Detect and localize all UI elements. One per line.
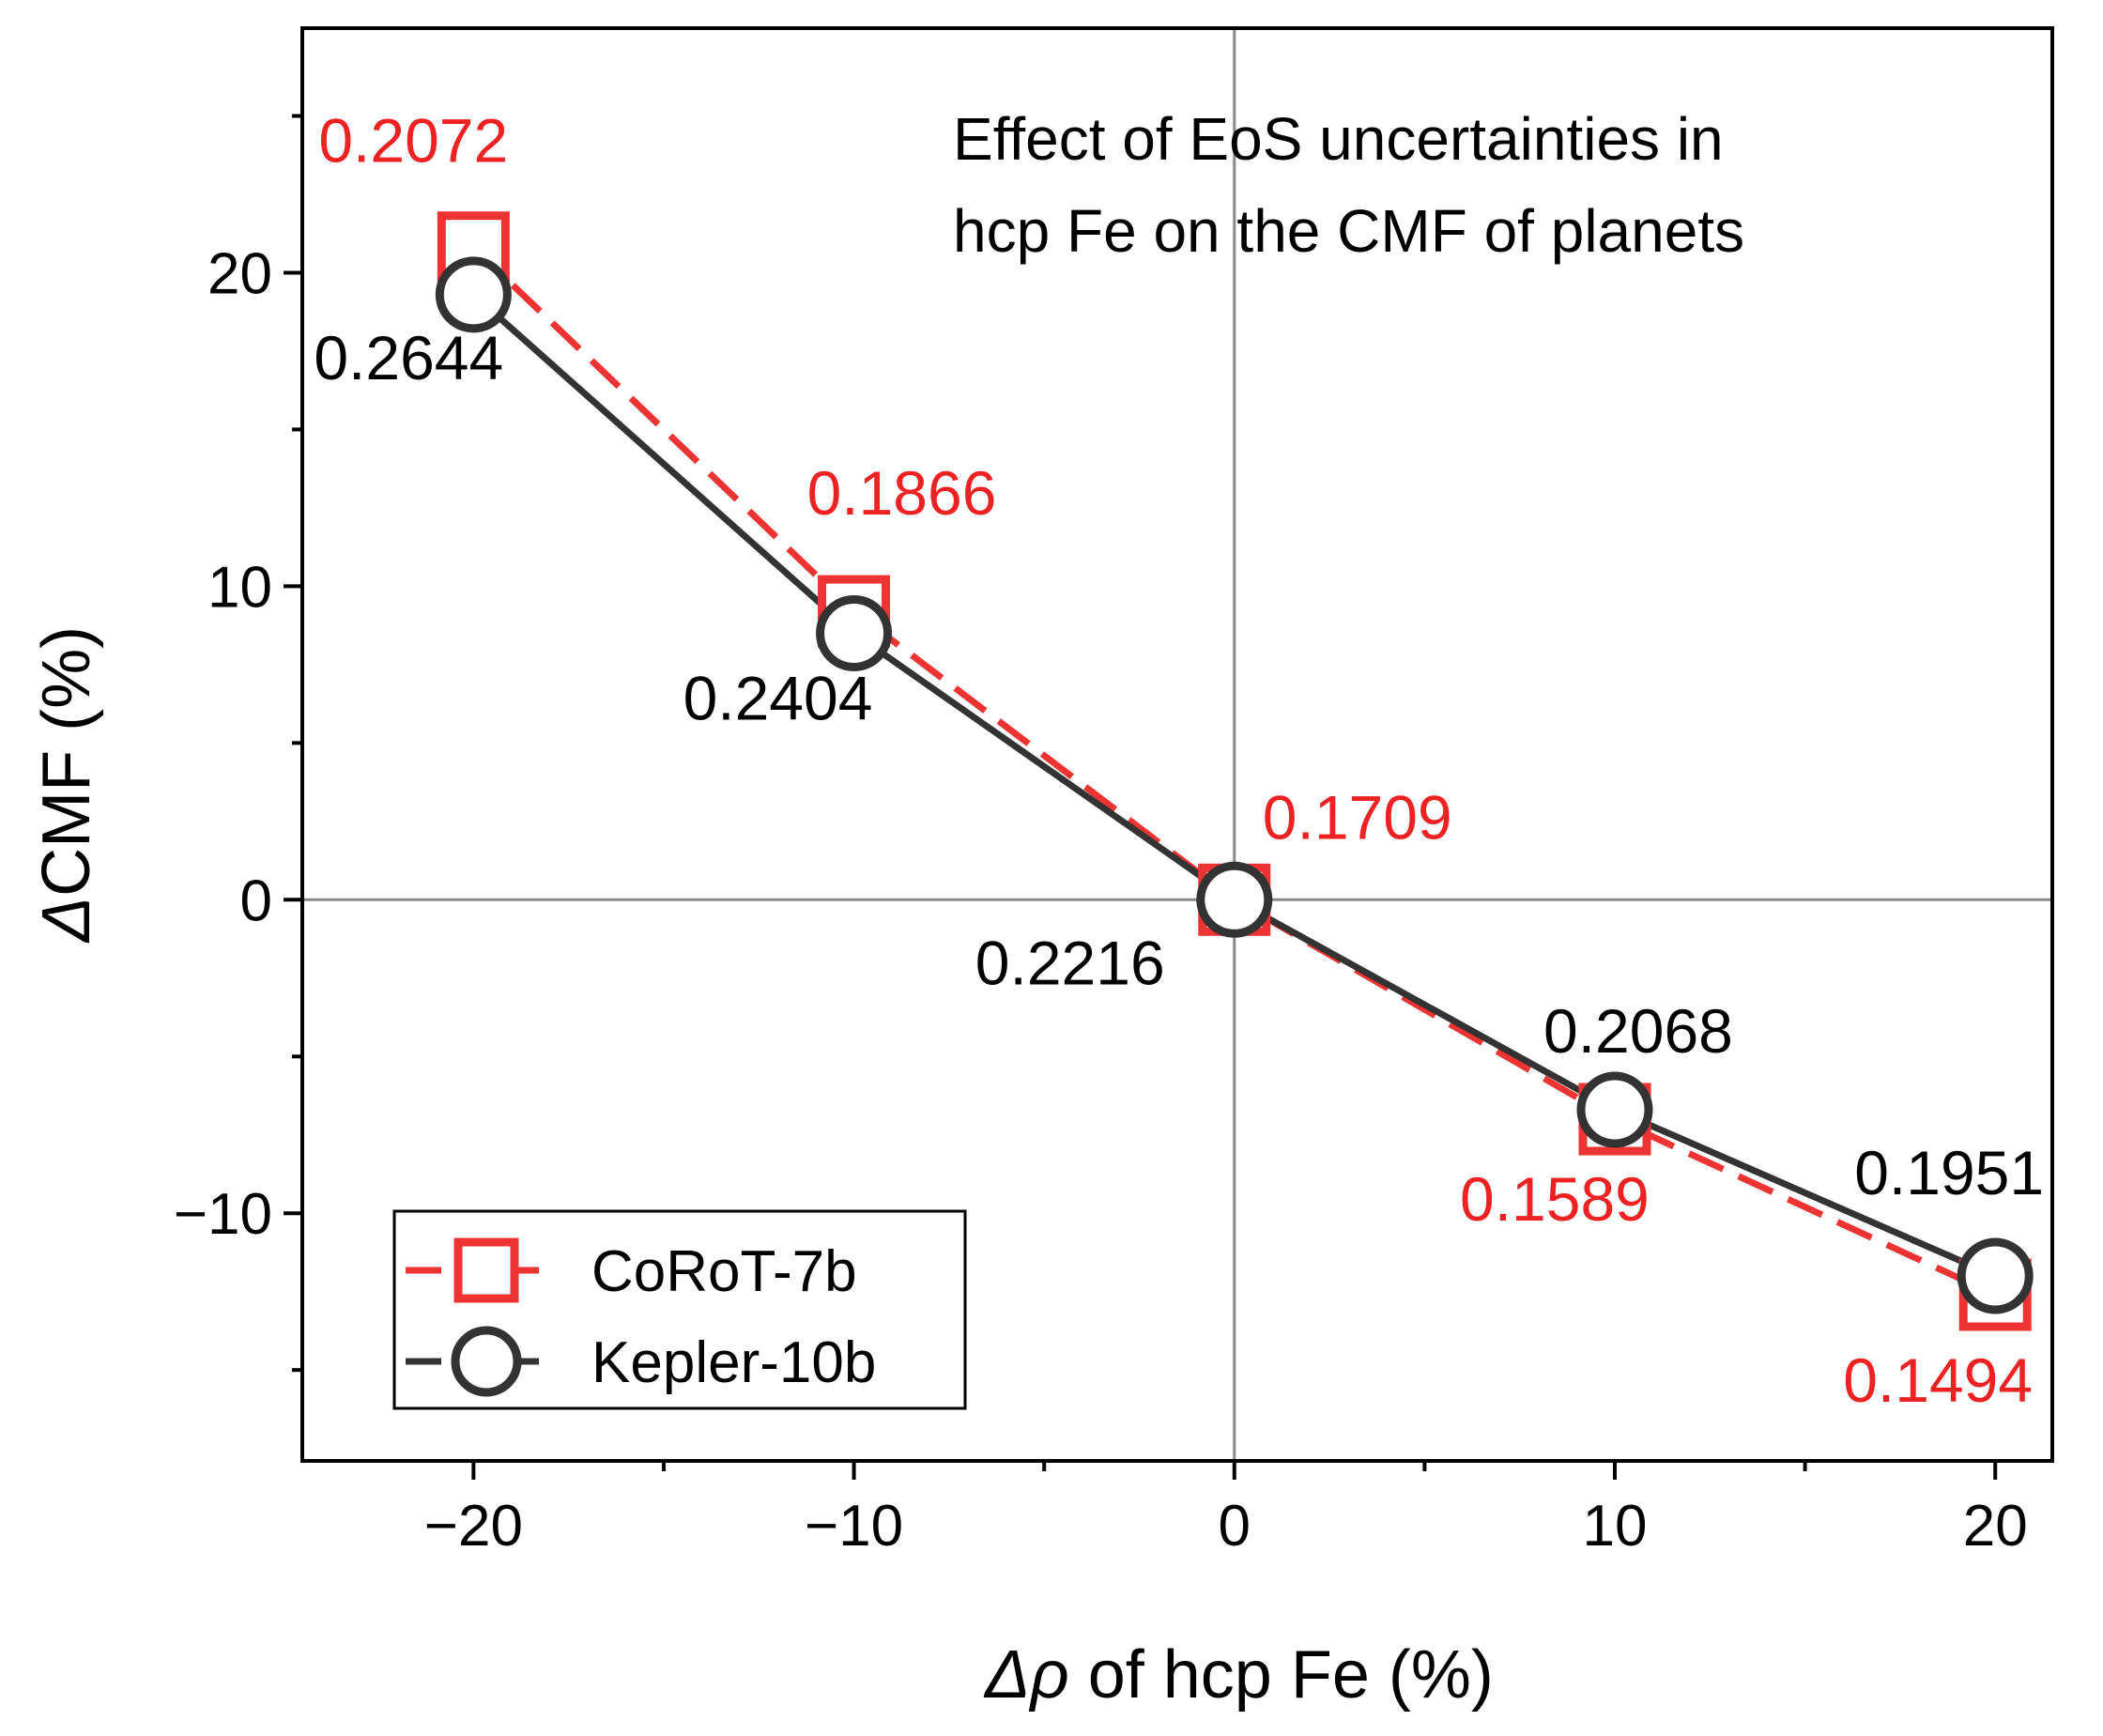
point-label-corot-3: 0.1589 bbox=[1460, 1164, 1650, 1234]
y-axis-title-text: CMF (%) bbox=[29, 626, 104, 897]
marker-kepler-2 bbox=[1196, 861, 1273, 938]
y-axis-title: ΔCMF (%) bbox=[29, 626, 104, 944]
legend-item-kepler: Kepler-10b bbox=[406, 1326, 876, 1397]
x-tick-label-2: 0 bbox=[1219, 1494, 1251, 1559]
point-label-kepler-3: 0.2068 bbox=[1543, 996, 1733, 1066]
x-axis-title-text: of hcp Fe (%) bbox=[1069, 1637, 1494, 1713]
y-tick-label-2: 10 bbox=[207, 555, 272, 620]
point-label-corot-1: 0.1866 bbox=[807, 458, 997, 528]
y-axis-title-symbol: Δ bbox=[29, 897, 104, 944]
x-tick-label-0: −20 bbox=[424, 1494, 523, 1559]
series-markers bbox=[435, 211, 2034, 1331]
x-tick-label-1: −10 bbox=[805, 1494, 903, 1559]
reference-lines bbox=[302, 28, 2052, 1461]
marker-kepler-0 bbox=[435, 256, 512, 333]
legend-kepler-label: Kepler-10b bbox=[591, 1330, 876, 1395]
annotation-line-2: hcp Fe on the CMF of planets bbox=[953, 197, 1744, 265]
point-label-corot-0: 0.2072 bbox=[318, 106, 508, 176]
point-label-corot-4: 0.1494 bbox=[1843, 1345, 2033, 1415]
point-label-kepler-2: 0.2216 bbox=[975, 928, 1165, 997]
legend-item-corot: CoRoT-7b bbox=[406, 1237, 857, 1304]
marker-kepler-4 bbox=[1957, 1237, 2034, 1314]
legend-kepler-marker bbox=[451, 1326, 522, 1397]
x-tick-label-4: 20 bbox=[1963, 1494, 2028, 1559]
point-label-kepler-4: 0.1951 bbox=[1854, 1138, 2044, 1207]
y-tick-label-3: 20 bbox=[207, 241, 272, 306]
legend-corot-label: CoRoT-7b bbox=[591, 1239, 857, 1304]
y-tick-label-1: 0 bbox=[240, 868, 272, 933]
x-tick-label-3: 10 bbox=[1583, 1494, 1648, 1559]
point-label-corot-2: 0.1709 bbox=[1263, 782, 1452, 852]
y-tick-label-0: −10 bbox=[174, 1182, 272, 1247]
point-labels: 0.2072 0.1866 0.1709 0.1589 0.1494 0.2644 0.24… bbox=[314, 106, 2044, 1415]
x-axis-title: Δρ of hcp Fe (%) bbox=[983, 1637, 1494, 1713]
marker-kepler-3 bbox=[1576, 1071, 1653, 1148]
x-axis-title-symbol: Δρ bbox=[983, 1637, 1069, 1713]
point-label-kepler-0: 0.2644 bbox=[314, 323, 503, 392]
annotation-line-1: Effect of EoS uncertainties in bbox=[953, 105, 1724, 173]
legend: CoRoT-7b Kepler-10b bbox=[392, 1209, 967, 1410]
marker-kepler-1 bbox=[816, 594, 893, 671]
point-label-kepler-1: 0.2404 bbox=[683, 663, 873, 732]
legend-corot-marker bbox=[453, 1237, 519, 1303]
axes: −20 −10 0 10 20 −10 0 10 20 bbox=[174, 26, 2054, 1559]
